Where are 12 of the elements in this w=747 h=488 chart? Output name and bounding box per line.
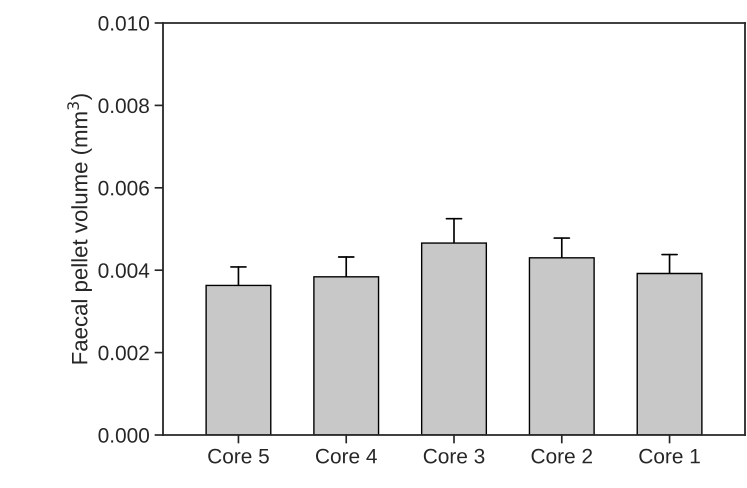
y-tick-label: 0.000 — [98, 428, 149, 443]
y-tick-label: 0.008 — [98, 98, 149, 114]
y-tick-label: 0.002 — [98, 346, 149, 360]
x-tick-label: Core 3 — [424, 448, 484, 464]
y-tick-label: 0.010 — [98, 16, 149, 31]
y-tick-label: 0.004 — [98, 263, 150, 278]
y-axis-title: Faecal pellet volume (mm$^{3}$) — [67, 94, 92, 364]
x-tick-label: Core 4 — [316, 448, 377, 464]
y-tick-label: 0.006 — [98, 180, 149, 196]
x-tick-label: Core 1 — [639, 448, 700, 464]
x-tick-label: Core 5 — [208, 448, 269, 464]
x-tick-label: Core 2 — [532, 448, 592, 464]
